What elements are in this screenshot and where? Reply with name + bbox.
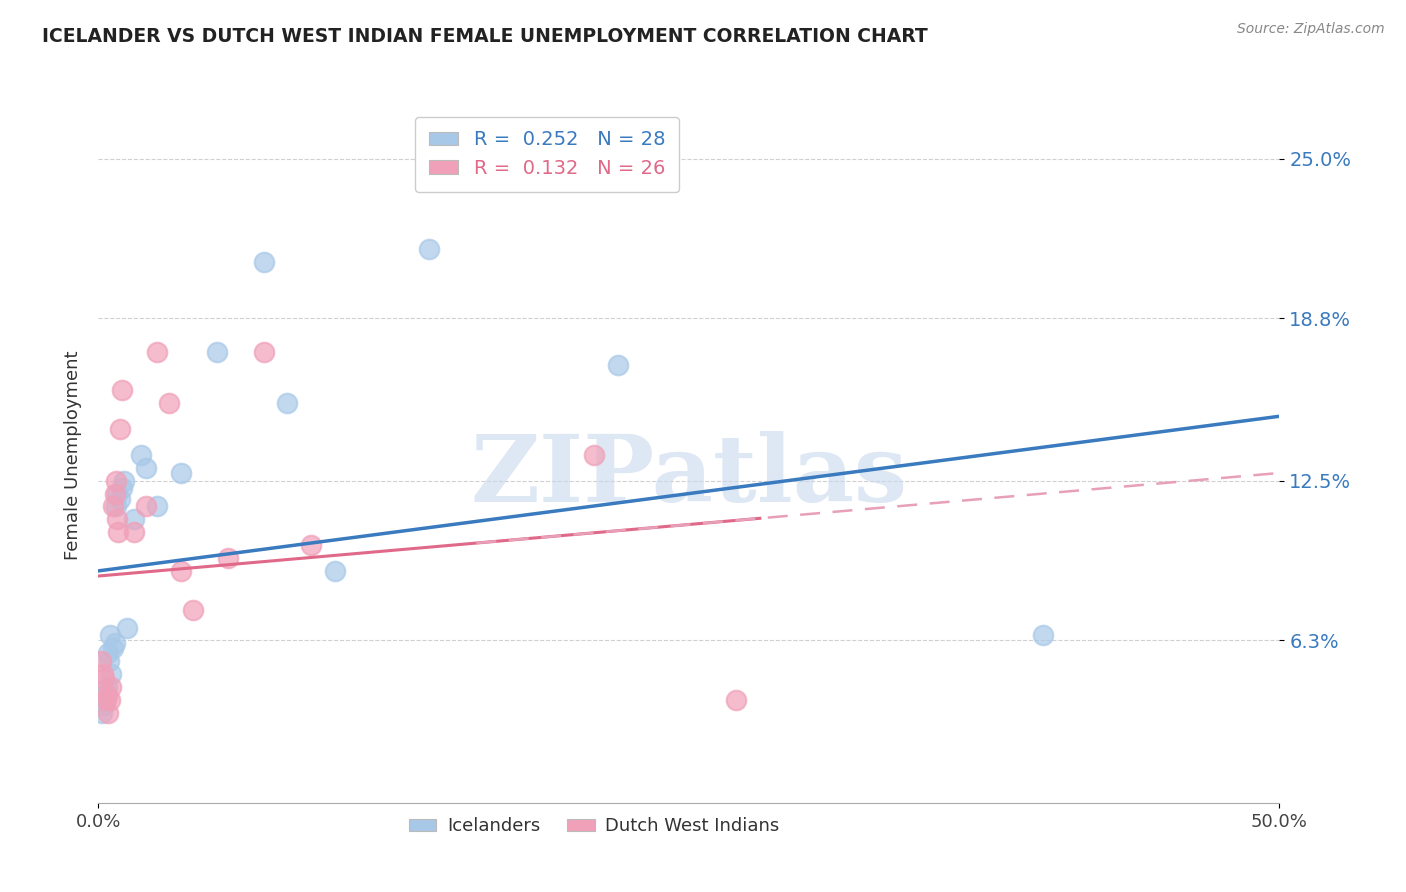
Point bbox=[135, 500, 157, 514]
Point bbox=[323, 564, 346, 578]
Point bbox=[104, 636, 127, 650]
Point bbox=[253, 254, 276, 268]
Point bbox=[111, 482, 134, 496]
Point bbox=[98, 628, 121, 642]
Point bbox=[105, 500, 128, 514]
Point bbox=[170, 466, 193, 480]
Point bbox=[181, 602, 204, 616]
Point bbox=[93, 698, 115, 712]
Point bbox=[276, 396, 298, 410]
Point bbox=[122, 525, 145, 540]
Point bbox=[217, 551, 239, 566]
Point bbox=[100, 680, 122, 694]
Point bbox=[108, 491, 131, 506]
Point bbox=[115, 621, 138, 635]
Point bbox=[90, 654, 112, 668]
Point bbox=[112, 474, 135, 488]
Point bbox=[418, 242, 440, 256]
Point bbox=[299, 538, 322, 552]
Point bbox=[94, 692, 117, 706]
Point bbox=[98, 692, 121, 706]
Text: Source: ZipAtlas.com: Source: ZipAtlas.com bbox=[1237, 22, 1385, 37]
Point bbox=[129, 448, 152, 462]
Point bbox=[105, 512, 128, 526]
Point bbox=[205, 344, 228, 359]
Point bbox=[101, 500, 124, 514]
Point bbox=[105, 486, 128, 500]
Point bbox=[583, 448, 606, 462]
Point bbox=[146, 500, 169, 514]
Point bbox=[105, 474, 128, 488]
Point bbox=[100, 667, 122, 681]
Point bbox=[107, 525, 129, 540]
Point bbox=[96, 688, 118, 702]
Point bbox=[122, 512, 145, 526]
Point bbox=[157, 396, 180, 410]
Point bbox=[97, 706, 120, 720]
Point bbox=[170, 564, 193, 578]
Point bbox=[98, 654, 121, 668]
Point bbox=[91, 706, 114, 720]
Point bbox=[96, 680, 118, 694]
Point bbox=[607, 358, 630, 372]
Point bbox=[725, 692, 748, 706]
Y-axis label: Female Unemployment: Female Unemployment bbox=[63, 351, 82, 559]
Point bbox=[146, 344, 169, 359]
Point bbox=[91, 667, 114, 681]
Text: ICELANDER VS DUTCH WEST INDIAN FEMALE UNEMPLOYMENT CORRELATION CHART: ICELANDER VS DUTCH WEST INDIAN FEMALE UN… bbox=[42, 27, 928, 45]
Point bbox=[94, 688, 117, 702]
Point bbox=[111, 384, 134, 398]
Point bbox=[108, 422, 131, 436]
Point bbox=[253, 344, 276, 359]
Point bbox=[135, 460, 157, 475]
Point bbox=[93, 672, 115, 686]
Point bbox=[101, 641, 124, 656]
Point bbox=[104, 486, 127, 500]
Legend: Icelanders, Dutch West Indians: Icelanders, Dutch West Indians bbox=[402, 810, 787, 842]
Text: ZIPatlas: ZIPatlas bbox=[471, 431, 907, 521]
Point bbox=[97, 646, 120, 660]
Point bbox=[1032, 628, 1054, 642]
